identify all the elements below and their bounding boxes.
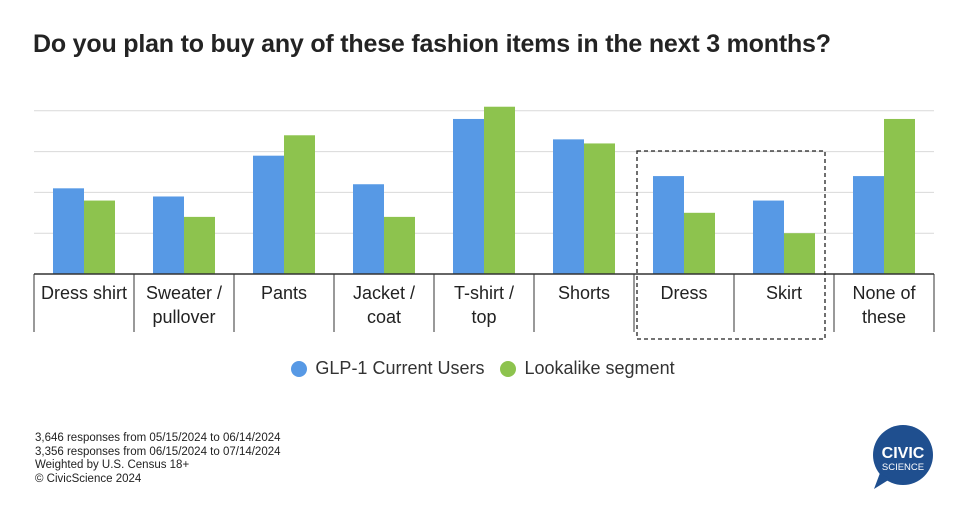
bar-lookalike: [784, 233, 815, 274]
bar-lookalike: [184, 216, 215, 274]
legend-label-lookalike: Lookalike segment: [524, 358, 675, 378]
x-axis: [33, 273, 935, 332]
chart-title: Do you plan to buy any of these fashion …: [33, 30, 831, 58]
category-label: Jacket / coat: [353, 283, 415, 327]
logo-text-civic: CIVIC: [882, 445, 925, 462]
legend-swatch-glp1: [291, 360, 308, 377]
category-label: Pants: [261, 283, 307, 303]
footnote-responses-2: 3,356 responses from 06/15/2024 to 07/14…: [35, 445, 281, 458]
bar-lookalike: [384, 216, 415, 274]
highlight-box: [636, 150, 826, 340]
bar-lookalike: [884, 118, 915, 275]
bars: [53, 106, 915, 275]
footnote-responses-1: 3,646 responses from 05/15/2024 to 06/14…: [35, 432, 281, 444]
category-label: Skirt: [766, 283, 802, 303]
category-label: None of these: [852, 283, 916, 327]
bar-lookalike: [84, 200, 115, 274]
bar-chart: Dress shirt Sweater / pullover Pants Jacket …: [33, 106, 935, 340]
category-labels: Dress shirt Sweater / pullover Pants Jacket …: [41, 283, 917, 327]
footnotes: 3,646 responses from 05/15/2024 to 06/14…: [35, 432, 281, 486]
bar-glp1: [253, 155, 284, 274]
legend-label-glp1: GLP-1 Current Users: [315, 358, 485, 378]
bar-lookalike: [584, 143, 615, 274]
bar-glp1: [353, 184, 384, 274]
bar-glp1: [753, 200, 784, 274]
civicscience-logo: CIVIC SCIENCE: [873, 425, 933, 489]
bar-lookalike: [484, 106, 515, 274]
legend-swatch-lookalike: [500, 360, 517, 377]
footnote-weighting: Weighted by U.S. Census 18+: [35, 459, 190, 471]
footnote-copyright: © CivicScience 2024: [35, 472, 142, 485]
category-label: Dress: [660, 283, 707, 303]
logo-text-science: SCIENCE: [882, 462, 924, 473]
bar-glp1: [653, 176, 684, 274]
category-label: Sweater / pullover: [146, 283, 222, 327]
legend: GLP-1 Current Users Lookalike segment: [0, 358, 966, 379]
category-label: Shorts: [558, 283, 610, 303]
bar-glp1: [53, 188, 84, 274]
bar-lookalike: [684, 212, 715, 274]
category-label: Dress shirt: [41, 283, 127, 303]
bar-glp1: [553, 139, 584, 274]
bar-glp1: [453, 118, 484, 275]
bar-lookalike: [284, 135, 315, 274]
bar-glp1: [853, 176, 884, 274]
category-label: T-shirt / top: [454, 283, 514, 327]
legend-item-lookalike: Lookalike segment: [500, 358, 675, 379]
bar-glp1: [153, 196, 184, 274]
legend-item-glp1: GLP-1 Current Users: [291, 358, 484, 379]
